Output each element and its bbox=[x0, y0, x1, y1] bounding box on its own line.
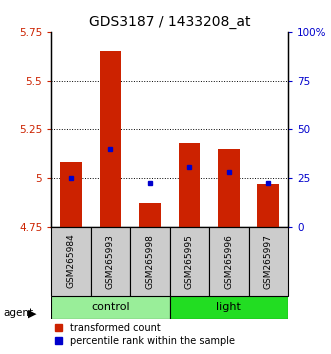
Text: GSM265998: GSM265998 bbox=[145, 234, 155, 289]
Text: light: light bbox=[216, 302, 241, 312]
Bar bbox=[51, 296, 169, 319]
Bar bbox=[139, 203, 161, 227]
Text: GSM265996: GSM265996 bbox=[224, 234, 233, 289]
Title: GDS3187 / 1433208_at: GDS3187 / 1433208_at bbox=[89, 16, 250, 29]
Bar bbox=[51, 227, 91, 296]
Text: GSM265993: GSM265993 bbox=[106, 234, 115, 289]
Bar bbox=[218, 149, 240, 227]
Text: control: control bbox=[91, 302, 130, 312]
Bar bbox=[178, 143, 200, 227]
Text: agent: agent bbox=[3, 308, 33, 318]
Bar bbox=[169, 296, 288, 319]
Text: ▶: ▶ bbox=[28, 308, 37, 318]
Bar bbox=[91, 227, 130, 296]
Bar bbox=[169, 227, 209, 296]
Bar bbox=[130, 227, 169, 296]
Bar bbox=[249, 227, 288, 296]
Text: GSM265984: GSM265984 bbox=[67, 234, 75, 289]
Bar bbox=[258, 184, 279, 227]
Bar bbox=[100, 51, 121, 227]
Legend: transformed count, percentile rank within the sample: transformed count, percentile rank withi… bbox=[55, 323, 235, 346]
Bar bbox=[60, 162, 82, 227]
Text: GSM265995: GSM265995 bbox=[185, 234, 194, 289]
Bar bbox=[209, 227, 249, 296]
Text: GSM265997: GSM265997 bbox=[264, 234, 273, 289]
